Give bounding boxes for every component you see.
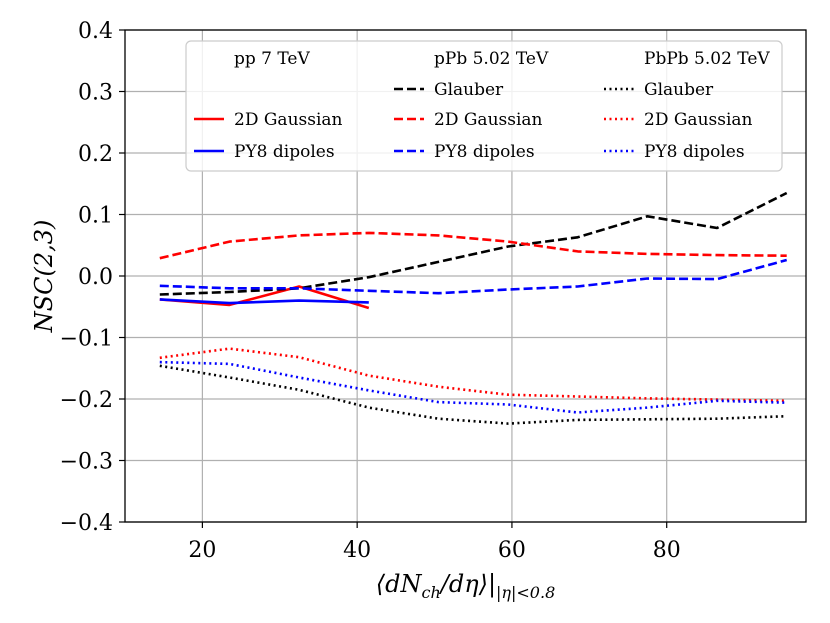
- y-tick-label: 0.3: [78, 81, 113, 106]
- legend-entry: Glauber: [644, 80, 714, 100]
- y-tick-label: −0.2: [60, 388, 113, 413]
- legend-header: PbPb 5.02 TeV: [644, 49, 770, 69]
- legend-entry: Glauber: [434, 80, 504, 100]
- x-tick-label: 60: [498, 538, 526, 563]
- series-pp-7-tev-py8-dipoles: [159, 298, 369, 305]
- legend-entry: PY8 dipoles: [434, 142, 535, 162]
- y-tick-label: 0.4: [78, 19, 113, 44]
- series-pbpb-5-02-tev-glauber: [159, 364, 787, 425]
- series-pbpb-5-02-tev-2d-gaussian: [159, 347, 787, 403]
- y-tick-label: −0.1: [60, 327, 113, 352]
- x-axis-ticks: 20 40 60 80: [188, 522, 681, 563]
- y-axis-label-text: NSC(2,3): [30, 220, 58, 334]
- series-ppb-5-02-tev-py8-dipoles: [159, 258, 788, 295]
- y-axis-label: NSC(2,3): [30, 220, 58, 334]
- legend-entry: 2D Gaussian: [434, 110, 543, 130]
- series-ppb-5-02-tev-glauber: [159, 191, 788, 296]
- legend-box: [185, 40, 783, 172]
- x-tick-label: 20: [188, 538, 216, 563]
- legend-header: pPb 5.02 TeV: [434, 49, 549, 69]
- x-tick-label: 40: [343, 538, 371, 563]
- legend: pp 7 TeV pPb 5.02 TeV PbPb 5.02 TeV 2D Gaus…: [185, 40, 783, 172]
- y-tick-label: 0.2: [78, 142, 113, 167]
- x-axis-label: ⟨dNch/dη⟩||η|<0.8: [376, 570, 556, 602]
- legend-entry: 2D Gaussian: [234, 110, 343, 130]
- series-lines: [159, 191, 788, 425]
- legend-header: pp 7 TeV: [234, 49, 310, 69]
- x-tick-label: 80: [653, 538, 681, 563]
- y-axis-ticks: −0.4 −0.3 −0.2 −0.1 0.0 0.1 0.2 0.3 0.4: [60, 19, 125, 536]
- y-tick-label: −0.3: [60, 450, 113, 475]
- series-ppb-5-02-tev-2d-gaussian: [159, 231, 787, 260]
- x-axis-label-text: ⟨dNch/dη⟩||η|<0.8: [376, 570, 556, 602]
- legend-entry: PY8 dipoles: [234, 142, 335, 162]
- y-tick-label: 0.1: [78, 204, 113, 229]
- legend-entry: 2D Gaussian: [644, 110, 753, 130]
- legend-entry: PY8 dipoles: [644, 142, 745, 162]
- y-tick-label: −0.4: [60, 511, 113, 536]
- series-pbpb-5-02-tev-py8-dipoles: [159, 360, 787, 414]
- y-tick-label: 0.0: [78, 265, 113, 290]
